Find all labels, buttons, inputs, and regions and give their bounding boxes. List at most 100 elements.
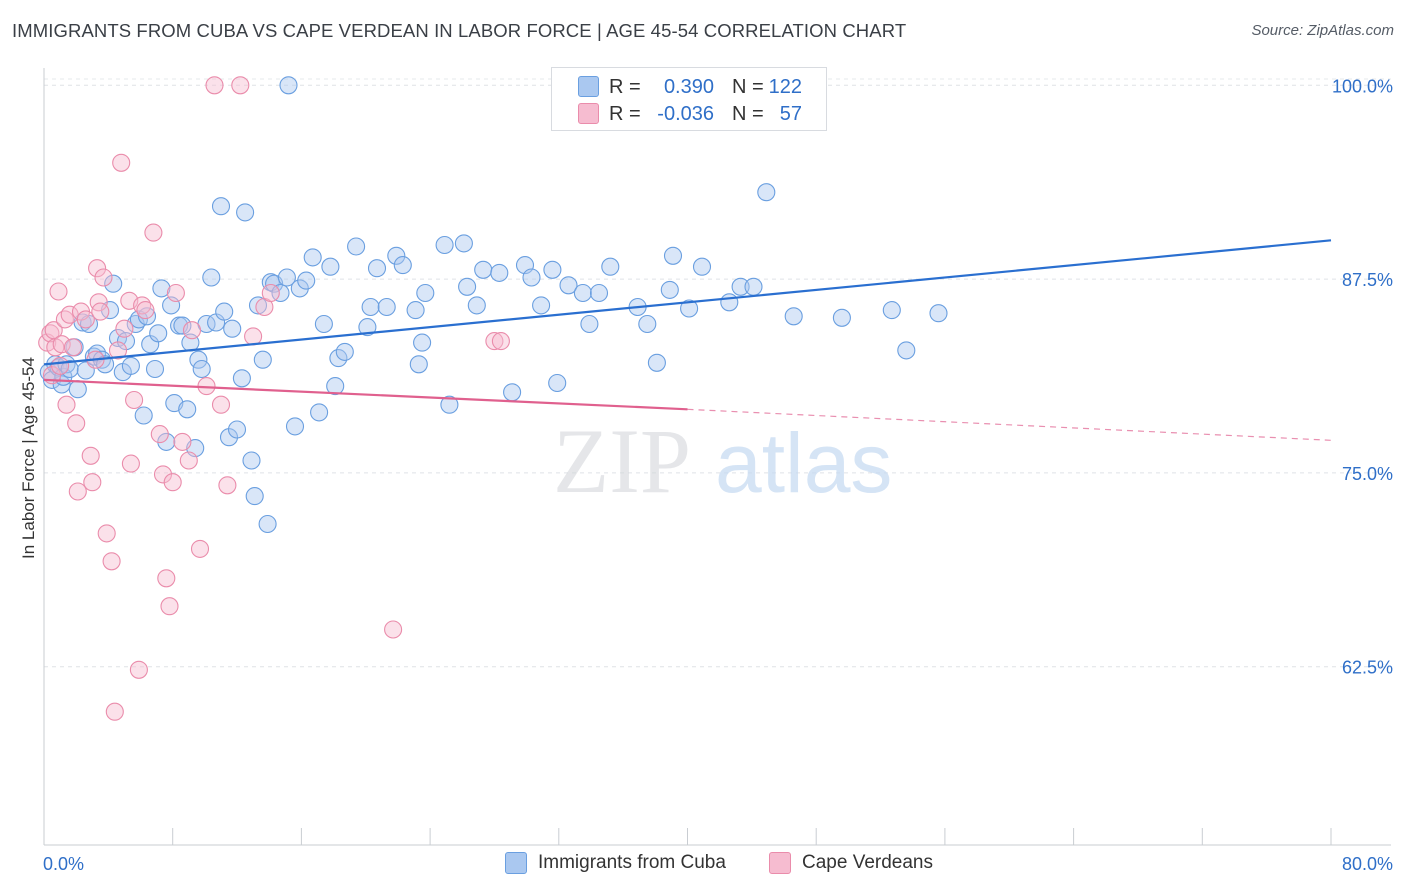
data-point [413, 333, 432, 352]
data-point [115, 319, 134, 338]
legend-item-cuba: Immigrants from Cuba [505, 852, 726, 874]
data-point [929, 304, 948, 323]
data-point [297, 271, 316, 290]
data-point [160, 597, 179, 616]
data-point [692, 257, 712, 276]
legend-r-label-2: R = [609, 103, 641, 125]
trend-line [43, 239, 1332, 366]
data-point [601, 257, 620, 276]
data-point [121, 356, 140, 375]
legend-n-value-cuba: 122 [768, 76, 802, 98]
data-point [326, 377, 345, 396]
data-point [129, 660, 148, 679]
data-point [41, 324, 60, 343]
legend-n-label: N = [732, 76, 764, 98]
data-point [49, 282, 68, 301]
data-point [435, 235, 454, 255]
data-point [52, 335, 71, 354]
data-point [242, 451, 261, 470]
data-point [144, 223, 163, 242]
data-point [490, 263, 509, 282]
chart-title: IMMIGRANTS FROM CUBA VS CAPE VERDEAN IN … [12, 20, 907, 41]
data-point [218, 476, 237, 495]
data-point [89, 293, 108, 312]
data-point [88, 259, 107, 278]
data-point [125, 390, 144, 410]
x-tick-label: 80.0% [1342, 854, 1393, 874]
data-point [60, 359, 79, 379]
data-point [83, 473, 102, 492]
data-point [223, 319, 242, 338]
legend-item-cuba-swatch [505, 852, 527, 874]
data-point [76, 310, 95, 329]
data-point [94, 268, 113, 287]
data-point [153, 465, 173, 484]
data-point [744, 277, 763, 296]
data-point [638, 314, 657, 334]
data-point [387, 246, 406, 265]
data-point [245, 487, 264, 506]
data-point [182, 321, 202, 340]
legend-r-value-cuba: 0.390 [663, 76, 714, 98]
data-point [227, 420, 247, 439]
data-point [190, 539, 210, 558]
data-point [102, 552, 121, 571]
data-point [97, 524, 116, 543]
trend-line-extension [687, 408, 1332, 441]
data-point [559, 276, 578, 295]
watermark-atlas: atlas [715, 416, 892, 510]
stats-legend: R = 0.390 N = 122 R = -0.036 N = 57 [551, 67, 827, 131]
data-point [458, 277, 477, 296]
data-point [63, 338, 83, 357]
legend-item-cuba-label: Immigrants from Cuba [538, 852, 726, 873]
data-point [663, 246, 683, 265]
legend-item-cape-verdean-label: Cape Verdeans [802, 852, 933, 873]
data-point [192, 359, 211, 379]
data-point [91, 302, 110, 321]
data-point [882, 301, 901, 320]
data-point [136, 301, 155, 320]
series-legend: Immigrants from Cuba Cape Verdeans [0, 852, 1406, 878]
data-point [377, 297, 396, 317]
data-point [205, 76, 224, 95]
watermark-zip: ZIP [553, 410, 691, 512]
watermark: ZIP atlas [553, 410, 892, 512]
data-point [145, 359, 165, 379]
legend-r-value-cape-verdean: -0.036 [657, 103, 714, 125]
data-point [347, 237, 366, 256]
data-point [150, 425, 169, 444]
data-point [149, 324, 168, 343]
data-point [548, 373, 567, 393]
legend-swatch-cape-verdean [578, 103, 599, 124]
data-point [491, 332, 510, 351]
data-point [137, 307, 157, 326]
data-point [393, 256, 412, 275]
legend-r-label: R = [609, 76, 641, 98]
data-point [244, 327, 263, 346]
data-point [647, 353, 666, 372]
legend-swatch-cuba [578, 76, 599, 97]
data-point [67, 414, 86, 433]
trend-lines [43, 239, 1332, 441]
data-point [467, 296, 486, 315]
data-point [757, 183, 776, 202]
data-point [474, 260, 493, 279]
data-point [179, 451, 198, 470]
data-point [409, 355, 428, 374]
data-point [96, 355, 115, 374]
data-point [163, 473, 182, 492]
data-point [361, 297, 380, 317]
data-point [271, 283, 290, 303]
data-point [134, 406, 153, 425]
data-point [121, 454, 140, 473]
data-point [532, 296, 551, 315]
data-point [51, 356, 70, 375]
data-point [310, 403, 329, 422]
data-point [303, 248, 322, 267]
data-point [580, 314, 599, 334]
data-point [573, 283, 592, 303]
data-point [236, 203, 255, 222]
data-point [367, 259, 387, 278]
data-point [173, 432, 192, 451]
